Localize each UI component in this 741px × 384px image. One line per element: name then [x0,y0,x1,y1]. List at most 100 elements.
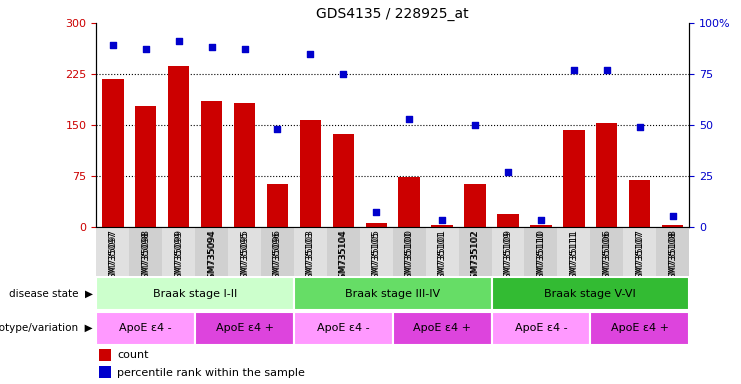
Bar [333,134,354,227]
Point [436,217,448,223]
Bar [162,227,195,276]
Text: ApoE ε4 +: ApoE ε4 + [216,323,273,333]
Point [305,51,316,57]
Bar [96,277,294,310]
Bar [393,227,425,276]
Text: GSM735107: GSM735107 [635,229,644,284]
Bar [327,227,360,276]
Text: ApoE ε4 -: ApoE ε4 - [119,323,172,333]
Text: genotype/variation  ▶: genotype/variation ▶ [0,323,93,333]
Bar [365,223,387,227]
Bar [360,227,393,276]
Point [667,214,679,220]
Bar [491,277,689,310]
Point [502,169,514,175]
Bar [234,103,255,227]
Text: GSM735100: GSM735100 [405,230,413,286]
Text: GSM735098: GSM735098 [142,229,150,284]
Text: GSM735110: GSM735110 [536,230,545,286]
Text: GSM735105: GSM735105 [372,230,381,286]
Text: GSM735111: GSM735111 [569,229,579,284]
Text: GSM735100: GSM735100 [405,229,413,284]
Bar [135,106,156,227]
Bar [491,312,591,345]
Text: GSM735109: GSM735109 [503,229,513,284]
Text: count: count [117,350,149,360]
Bar [591,227,623,276]
Bar [525,227,557,276]
Point [140,46,152,53]
Text: GSM735096: GSM735096 [273,230,282,286]
Bar [491,227,525,276]
Bar [99,349,111,361]
Bar [563,129,585,227]
Text: GSM735095: GSM735095 [240,229,249,284]
Bar [102,79,124,227]
Text: GSM735097: GSM735097 [108,230,117,286]
Text: Braak stage III-IV: Braak stage III-IV [345,289,440,299]
Text: GSM735094: GSM735094 [207,230,216,285]
Text: GSM735109: GSM735109 [503,230,513,286]
Bar [96,227,129,276]
Bar [629,180,651,227]
Text: GSM735099: GSM735099 [174,229,183,284]
Text: GSM735101: GSM735101 [438,229,447,284]
Bar [261,227,294,276]
Text: GSM735111: GSM735111 [569,230,579,286]
Bar [201,101,222,227]
Point [568,67,579,73]
Bar [596,123,617,227]
Bar [431,225,453,227]
Bar [294,312,393,345]
Text: GSM735104: GSM735104 [339,229,348,284]
Title: GDS4135 / 228925_at: GDS4135 / 228925_at [316,7,469,21]
Bar [168,66,190,227]
Text: GSM735106: GSM735106 [602,230,611,286]
Bar [531,225,551,227]
Bar [399,177,420,227]
Text: GSM735102: GSM735102 [471,230,479,285]
Text: GSM735098: GSM735098 [142,230,150,286]
Bar [294,227,327,276]
Text: GSM735096: GSM735096 [273,229,282,284]
Text: GSM735099: GSM735099 [174,230,183,286]
Text: GSM735101: GSM735101 [438,230,447,286]
Text: GSM735103: GSM735103 [306,229,315,284]
Point [107,42,119,48]
Bar [425,227,459,276]
Bar [497,214,519,227]
Point [271,126,283,132]
Bar [99,366,111,379]
Bar [459,227,491,276]
Text: GSM735105: GSM735105 [372,229,381,284]
Text: GSM735095: GSM735095 [240,230,249,286]
Text: ApoE ε4 -: ApoE ε4 - [514,323,568,333]
Point [206,45,218,51]
Bar [393,312,491,345]
Text: Braak stage V-VI: Braak stage V-VI [545,289,637,299]
Text: GSM735104: GSM735104 [339,230,348,285]
Bar [96,312,195,345]
Point [173,38,185,45]
Point [239,46,250,53]
Point [469,122,481,128]
Bar [294,277,491,310]
Text: GSM735108: GSM735108 [668,229,677,284]
Text: GSM735103: GSM735103 [306,230,315,286]
Text: ApoE ε4 +: ApoE ε4 + [611,323,668,333]
Bar [228,227,261,276]
Point [535,217,547,223]
Bar [299,120,321,227]
Bar [623,227,657,276]
Bar [129,227,162,276]
Point [337,71,349,77]
Point [601,67,613,73]
Point [370,209,382,215]
Text: percentile rank within the sample: percentile rank within the sample [117,367,305,377]
Text: GSM735110: GSM735110 [536,229,545,284]
Bar [557,227,591,276]
Bar [465,184,486,227]
Point [403,116,415,122]
Text: GSM735107: GSM735107 [635,230,644,286]
Text: GSM735106: GSM735106 [602,229,611,284]
